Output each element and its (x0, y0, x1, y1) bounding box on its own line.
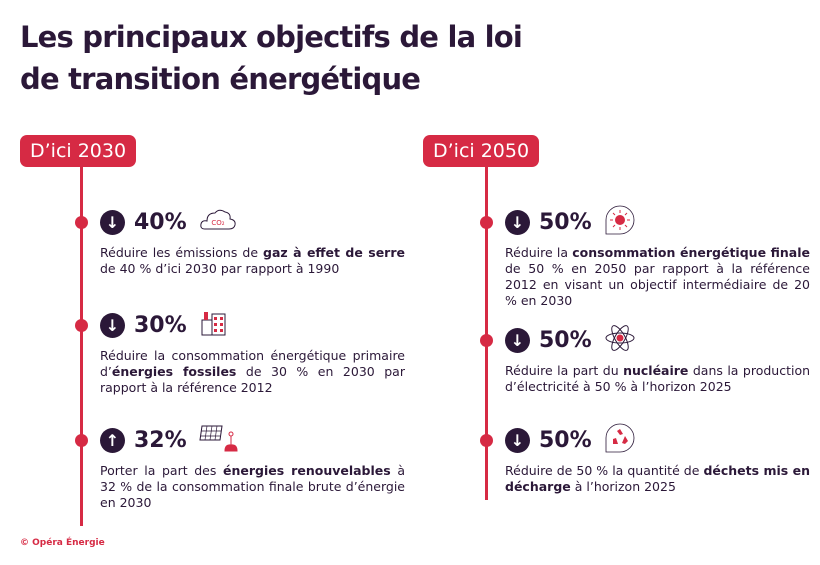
objective-header: ↓ 40% CO₂ (100, 207, 405, 237)
arrow-down-icon: ↓ (505, 209, 530, 235)
timeline-dot (480, 334, 493, 347)
objective-description: Réduire de 50 % la quantité de déchets m… (505, 463, 810, 495)
desc-segment: Porter la part des (100, 463, 224, 478)
arrow-up-icon: ↑ (100, 427, 125, 453)
timeline-2030-line (80, 160, 83, 526)
objective-value: 50% (539, 209, 592, 235)
timeline-dot (75, 434, 88, 447)
desc-segment: de 40 % d’ici 2030 par rapport à 1990 (100, 261, 340, 276)
objective-item: ↓ 40% CO₂ Réduire les émissions de gaz à… (100, 207, 405, 277)
timeline-dot (75, 216, 88, 229)
atom-icon (604, 322, 636, 358)
objective-header: ↓ 30% (100, 310, 405, 340)
objective-header: ↓ 50% (505, 204, 810, 240)
desc-segment: Réduire la consommation énergétique prim… (100, 348, 405, 379)
label-2050: D’ici 2050 (423, 135, 540, 167)
objective-item: ↓ 50% Réduire la consommation énergétiqu… (505, 204, 810, 309)
desc-segment: Réduire les émissions de (100, 245, 264, 260)
solar-wind-icon (199, 423, 239, 457)
objective-description: Réduire les émissions de gaz à effet de … (100, 245, 405, 277)
credit: © Opéra Énergie (20, 538, 105, 548)
desc-segment: à l’horizon 2025 (570, 479, 676, 494)
objective-description: Réduire la part du nucléaire dans la pro… (505, 363, 810, 395)
desc-segment: déchets mis en décharge (505, 463, 810, 494)
desc-segment: Réduire la (505, 245, 573, 260)
objective-value: 50% (539, 427, 592, 453)
page-title: Les principaux objectifs de la loi de tr… (20, 16, 523, 100)
objective-header: ↓ 50% (505, 325, 810, 355)
objective-item: ↓ 50% Réduire la part du nucléaire dans … (505, 325, 810, 395)
objective-value: 40% (134, 209, 187, 235)
desc-segment: à 32 % de la consommation finale brute d… (100, 463, 406, 510)
objective-item: ↑ 32% Porter la part des énergies renouv… (100, 425, 405, 511)
objective-value: 50% (539, 327, 592, 353)
desc-segment: gaz à effet de serre (263, 245, 405, 260)
objective-description: Porter la part des énergies renouvelable… (100, 463, 405, 511)
objective-header: ↓ 50% (505, 422, 810, 458)
desc-segment: de 30 % en 2030 par rapport à la référen… (100, 364, 405, 395)
desc-segment: énergies fossiles (111, 364, 237, 379)
arrow-down-icon: ↓ (100, 209, 125, 235)
timeline-2050-line (485, 160, 488, 500)
arrow-down-icon: ↓ (100, 312, 125, 338)
objective-item: ↓ 30% Réduire la consommation énergétiqu… (100, 310, 405, 396)
desc-segment: nucléaire (623, 363, 689, 378)
energy-bubble-icon (604, 204, 636, 240)
factory-icon (199, 308, 229, 342)
desc-segment: consommation énergétique finale (572, 245, 810, 260)
objective-description: Réduire la consommation énergétique prim… (100, 348, 405, 396)
label-2030: D’ici 2030 (20, 135, 137, 167)
co2-cloud-icon: CO₂ (199, 207, 237, 237)
timeline-dot (480, 216, 493, 229)
desc-segment: Réduire la part du (505, 363, 624, 378)
objective-value: 32% (134, 427, 187, 453)
arrow-down-icon: ↓ (505, 327, 530, 353)
objective-item: ↓ 50% Réduire de 50 % la quantité de déc… (505, 422, 810, 495)
desc-segment: dans la production d’électricité à 50 % … (505, 363, 811, 394)
timeline-dot (75, 319, 88, 332)
title-line-1: Les principaux objectifs de la loi (20, 20, 523, 54)
recycle-icon (604, 422, 636, 458)
objective-description: Réduire la consommation énergétique fina… (505, 245, 810, 309)
objective-value: 30% (134, 312, 187, 338)
desc-segment: Réduire de 50 % la quantité de (505, 463, 704, 478)
timeline-dot (480, 434, 493, 447)
title-line-2: de transition énergétique (20, 62, 421, 96)
svg-text:CO₂: CO₂ (211, 219, 224, 227)
arrow-down-icon: ↓ (505, 427, 530, 453)
desc-segment: de 50 % en 2050 par rapport à la référen… (505, 261, 810, 308)
objective-header: ↑ 32% (100, 425, 405, 455)
desc-segment: énergies renouvelables (223, 463, 391, 478)
